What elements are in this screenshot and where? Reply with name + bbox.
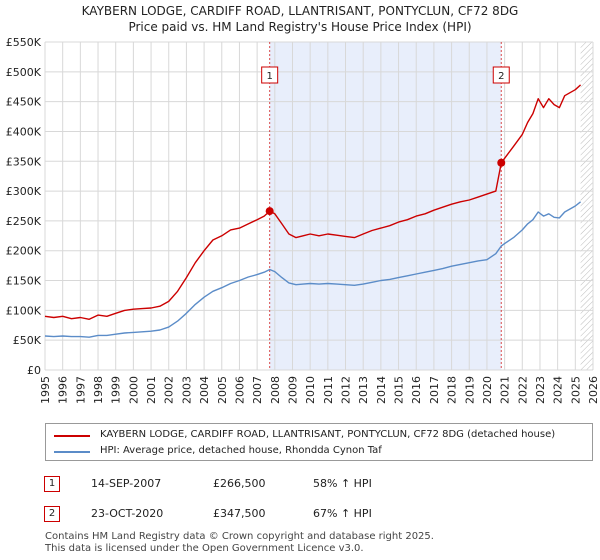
transaction-date: 14-SEP-2007 [91, 477, 162, 490]
x-tick-label: 2006 [233, 376, 246, 404]
transaction-row: 2 23-OCT-2020 £347,500 67% ↑ HPI [0, 506, 600, 526]
x-tick-label: 2016 [410, 376, 423, 404]
x-tick-label: 2018 [446, 376, 459, 404]
x-tick-label: 2017 [428, 376, 441, 404]
transaction-price: £347,500 [213, 507, 266, 520]
ownership-shading [269, 42, 502, 370]
x-tick-label: 2023 [534, 376, 547, 404]
y-tick-label: £200K [6, 245, 42, 258]
x-tick-label: 2021 [499, 376, 512, 404]
x-tick-label: 2008 [269, 376, 282, 404]
y-tick-label: £550K [6, 36, 42, 49]
y-tick-label: £250K [6, 215, 42, 228]
x-tick-label: 2012 [340, 376, 353, 404]
x-tick-label: 2011 [322, 376, 335, 404]
x-tick-label: 2007 [251, 376, 264, 404]
x-tick-label: 2003 [180, 376, 193, 404]
transaction-marker-badge: 1 [44, 476, 60, 492]
y-tick-label: £500K [6, 66, 42, 79]
x-tick-label: 1999 [110, 376, 123, 404]
transaction-hpi-change: 67% ↑ HPI [313, 507, 372, 520]
y-tick-label: £350K [6, 155, 42, 168]
price-paid-line [44, 84, 582, 320]
sale-point [497, 158, 506, 167]
price-chart: 1 2 £0 £50K £100K £150K £200K £250K £300K £350K £… [6, 36, 600, 404]
x-tick-label: 2025 [569, 376, 582, 404]
x-tick-label: 2001 [145, 376, 158, 404]
x-tick-label: 2000 [127, 376, 140, 404]
legend-label-property: KAYBERN LODGE, CARDIFF ROAD, LLANTRISANT… [100, 429, 556, 440]
sale-point [265, 207, 274, 216]
sale-marker-box [492, 66, 510, 84]
x-tick-label: 1995 [39, 376, 52, 404]
x-tick-label: 2019 [463, 376, 476, 404]
x-tick-label: 2005 [216, 376, 229, 404]
legend-label-hpi: HPI: Average price, detached house, Rhon… [100, 445, 382, 456]
transaction-row: 1 14-SEP-2007 £266,500 58% ↑ HPI [0, 476, 600, 496]
footer-licence: This data is licensed under the Open Gov… [45, 543, 364, 554]
x-tick-label: 1996 [57, 376, 70, 404]
y-tick-label: £100K [6, 304, 42, 317]
x-tick-label: 2009 [286, 376, 299, 404]
legend: KAYBERN LODGE, CARDIFF ROAD, LLANTRISANT… [45, 423, 593, 461]
x-tick-label: 2010 [304, 376, 317, 404]
x-tick-label: 2002 [163, 376, 176, 404]
x-tick-label: 2004 [198, 376, 211, 404]
legend-swatch-red [54, 435, 90, 437]
x-tick-label: 2015 [393, 376, 406, 404]
transaction-hpi-change: 58% ↑ HPI [313, 477, 372, 490]
legend-swatch-blue [54, 451, 90, 453]
y-tick-label: £150K [6, 275, 42, 288]
chart-subtitle: Price paid vs. HM Land Registry's House … [128, 20, 472, 34]
chart-title: KAYBERN LODGE, CARDIFF ROAD, LLANTRISANT… [81, 4, 519, 18]
x-tick-label: 2022 [516, 376, 529, 404]
y-tick-label: £400K [6, 125, 42, 138]
transaction-marker-badge: 2 [44, 506, 60, 522]
x-tick-label: 2024 [552, 376, 565, 404]
x-tick-label: 2026 [587, 376, 600, 404]
y-tick-label: £450K [6, 96, 42, 109]
x-tick-label: 2020 [481, 376, 494, 404]
x-tick-label: 2013 [357, 376, 370, 404]
y-tick-label: £50K [13, 334, 42, 347]
y-tick-label: £300K [6, 185, 42, 198]
x-tick-label: 1997 [74, 376, 87, 404]
x-tick-label: 2014 [375, 376, 388, 404]
hpi-line [44, 201, 582, 338]
sale-marker-label: 2 [498, 71, 504, 82]
x-tick-label: 1998 [92, 376, 105, 404]
sale-marker-box [261, 66, 279, 84]
transaction-date: 23-OCT-2020 [91, 507, 164, 520]
sale-marker-label: 1 [266, 71, 272, 82]
forecast-hatch [580, 42, 593, 370]
footer-copyright: Contains HM Land Registry data © Crown c… [45, 531, 434, 542]
transaction-price: £266,500 [213, 477, 266, 490]
y-tick-label: £0 [27, 364, 41, 377]
